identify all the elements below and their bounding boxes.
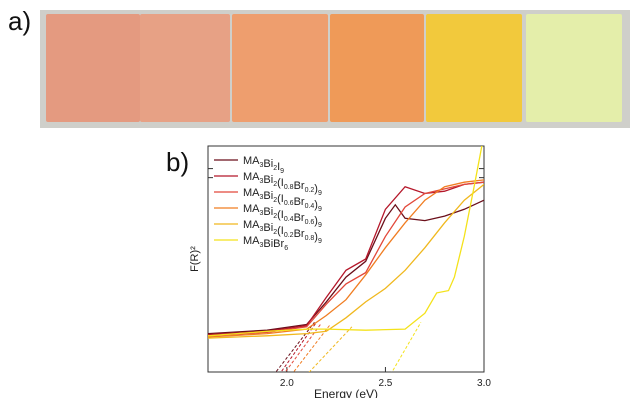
panel-b-label: b) [166, 147, 190, 177]
legend-entry-3: MA3Bi2(I0.6Br0.4)9 [243, 187, 322, 213]
onset-line-3 [284, 324, 321, 372]
x-tick-label-1: 2.5 [378, 378, 392, 389]
legend-entry-5: MA3Bi2(I0.2Br0.8)9 [243, 219, 322, 245]
x-tick-label-2: 3.0 [477, 378, 491, 389]
series-line-1 [208, 199, 484, 335]
film-sample-2 [140, 14, 230, 122]
panel-a-label: a) [8, 6, 32, 36]
film-sample-6 [526, 14, 622, 122]
y-axis-label: F(R)² [189, 246, 201, 272]
x-tick-label-0: 2.0 [280, 378, 294, 389]
legend-entry-1: MA3Bi2I9 [243, 155, 284, 175]
series-line-6 [208, 146, 483, 337]
onset-line-6 [391, 322, 422, 372]
series-line-5 [208, 183, 484, 339]
series-line-2 [208, 181, 484, 336]
series-line-3 [208, 181, 484, 337]
plot-frame [207, 145, 485, 373]
film-sample-4 [330, 14, 424, 122]
film-sample-3 [232, 14, 328, 122]
legend-entry-2: MA3Bi2(I0.8Br0.2)9 [243, 171, 322, 197]
film-sample-1 [46, 14, 140, 122]
legend-entry-4: MA3Bi2(I0.4Br0.6)9 [243, 203, 322, 229]
onset-line-4 [292, 324, 331, 372]
x-axis-label: Energy (eV) [314, 387, 378, 398]
film-sample-5 [426, 14, 522, 122]
onset-line-2 [280, 321, 317, 372]
film-photo [40, 10, 630, 128]
legend-entry-6: MA3BiBr6 [243, 235, 288, 252]
